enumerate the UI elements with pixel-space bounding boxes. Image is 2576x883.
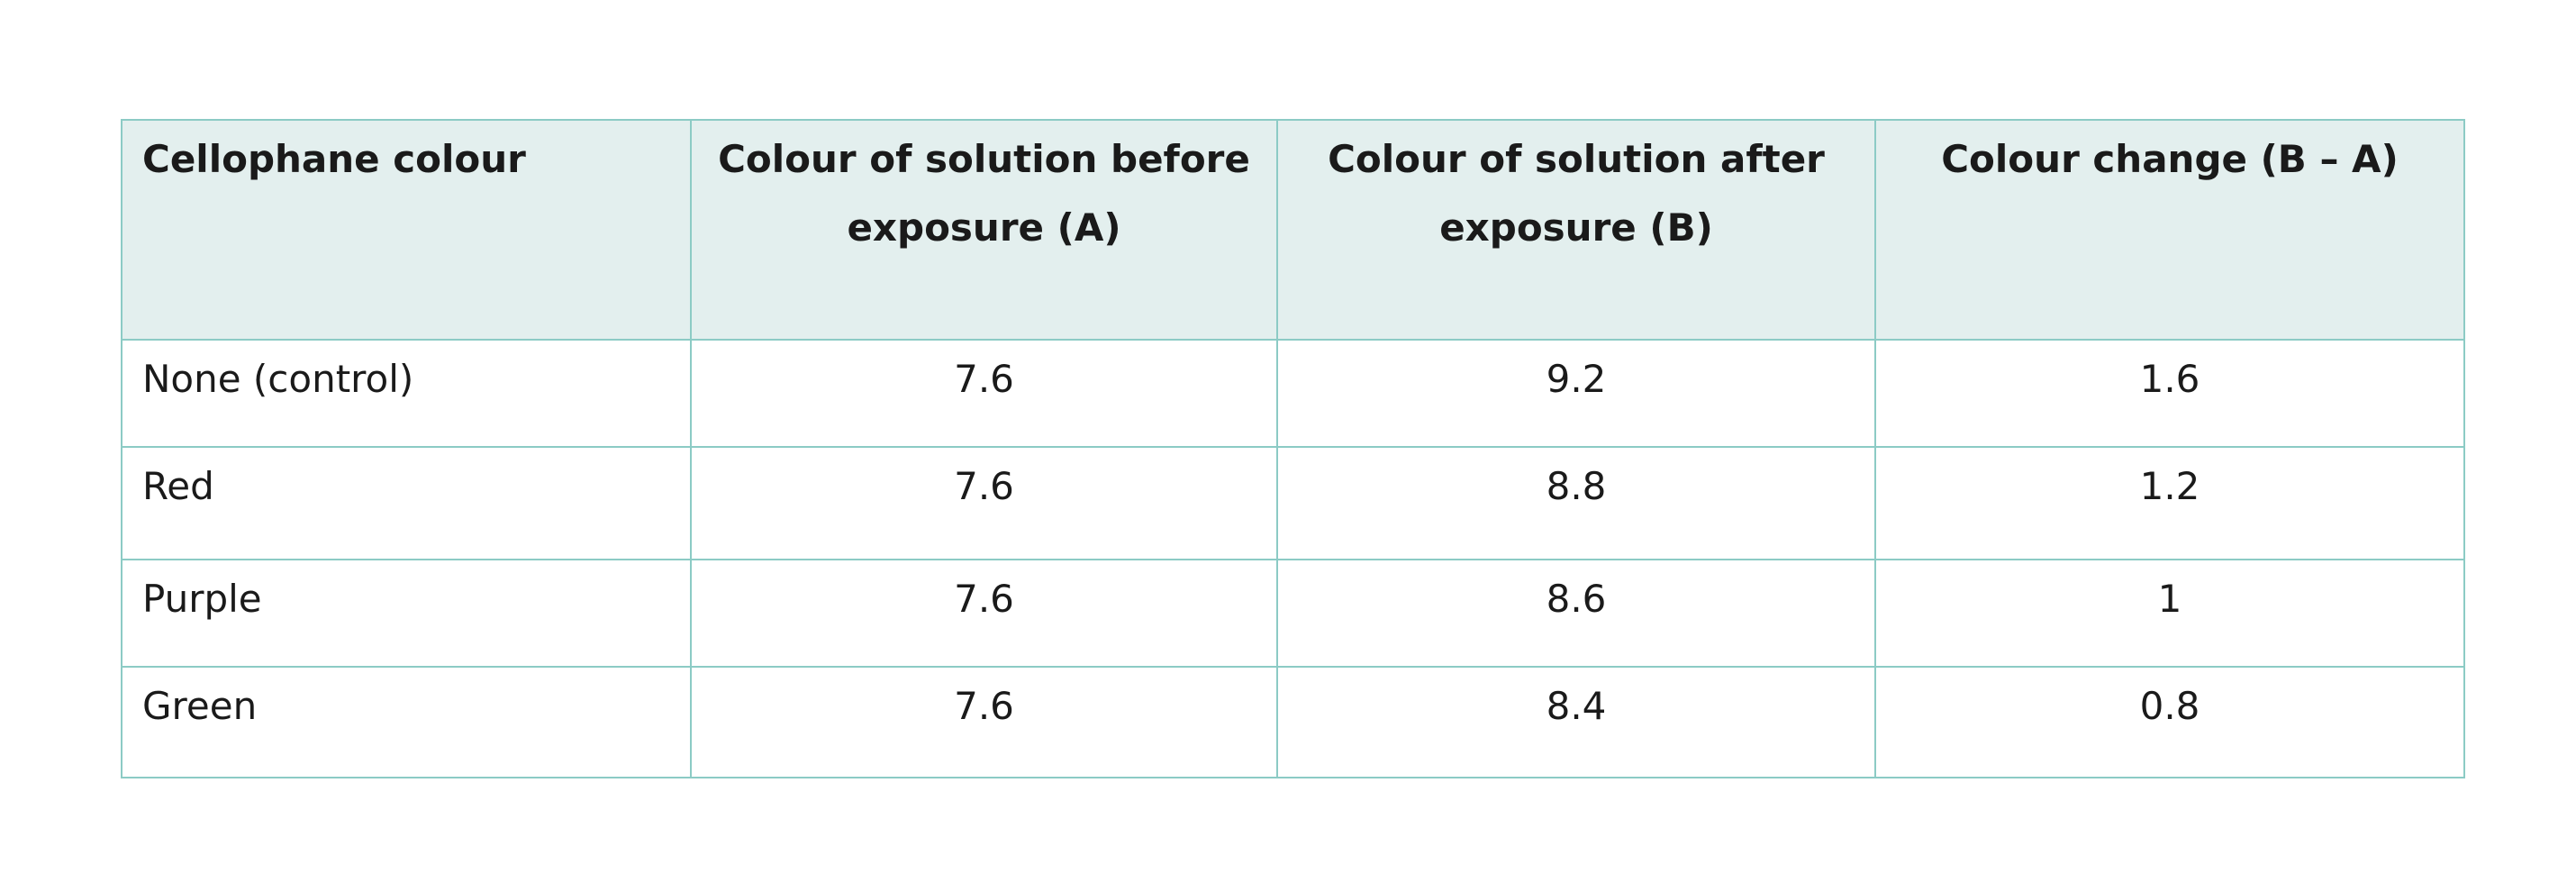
table-row: Red 7.6 8.8 1.2 xyxy=(121,446,2465,560)
table-cell: 8.8 xyxy=(1276,446,1876,560)
table-cell: 1.6 xyxy=(1874,339,2465,448)
table-cell: 8.6 xyxy=(1276,559,1876,668)
header-row: Cellophane colour Colour of solution befo… xyxy=(121,119,2465,341)
table-cell: None (control) xyxy=(121,339,692,448)
table-row: Green 7.6 8.4 0.8 xyxy=(121,666,2465,778)
table-cell: Green xyxy=(121,666,692,778)
header-cell: Colour of solution before exposure (A) xyxy=(690,119,1278,341)
data-table: Cellophane colour Colour of solution befo… xyxy=(121,119,2465,778)
table-cell: 7.6 xyxy=(690,666,1278,778)
table-cell: Red xyxy=(121,446,692,560)
table-header: Cellophane colour Colour of solution befo… xyxy=(121,119,2465,341)
header-cell: Colour of solution after exposure (B) xyxy=(1276,119,1876,341)
table-cell: 1.2 xyxy=(1874,446,2465,560)
table-cell: 1 xyxy=(1874,559,2465,668)
header-cell: Colour change (B – A) xyxy=(1874,119,2465,341)
table-cell: Purple xyxy=(121,559,692,668)
table-cell: 7.6 xyxy=(690,446,1278,560)
table-row: Purple 7.6 8.6 1 xyxy=(121,559,2465,668)
table-row: None (control) 7.6 9.2 1.6 xyxy=(121,339,2465,448)
header-cell: Cellophane colour xyxy=(121,119,692,341)
table-cell: 0.8 xyxy=(1874,666,2465,778)
table-cell: 8.4 xyxy=(1276,666,1876,778)
table-body: None (control) 7.6 9.2 1.6 Red 7.6 8.8 1.2 Purpl… xyxy=(121,339,2465,778)
table-cell: 7.6 xyxy=(690,339,1278,448)
table-cell: 9.2 xyxy=(1276,339,1876,448)
table-cell: 7.6 xyxy=(690,559,1278,668)
